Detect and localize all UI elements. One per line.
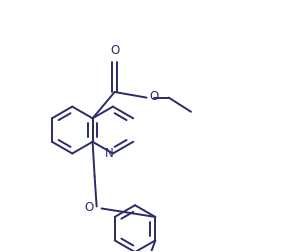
Text: N: N — [105, 147, 114, 160]
Text: O: O — [150, 90, 159, 103]
Text: O: O — [110, 44, 119, 57]
Text: O: O — [85, 201, 94, 214]
